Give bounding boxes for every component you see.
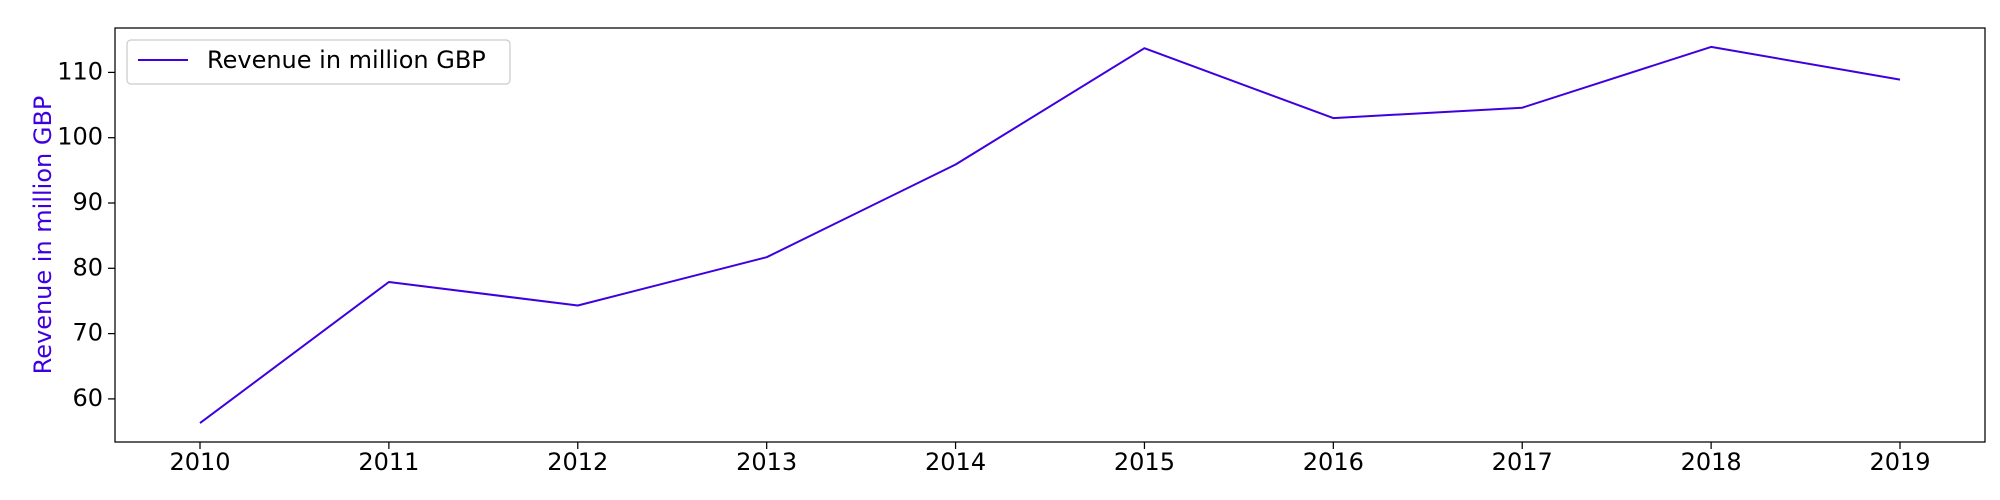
data-point: [1332, 117, 1335, 120]
data-point: [765, 256, 768, 259]
x-tick-label: 2011: [358, 448, 419, 476]
data-point: [199, 422, 202, 425]
data-point: [1710, 45, 1713, 48]
x-axis: 2010 2011 2012 2013 2014 2015 2016 2017 2018 2019: [169, 442, 1931, 476]
x-tick-label: 2019: [1869, 448, 1930, 476]
y-axis: 60 70 80 90 100 110: [57, 57, 115, 412]
data-point: [387, 281, 390, 284]
x-tick-label: 2014: [925, 448, 986, 476]
legend-box: [126, 39, 511, 85]
x-tick-label: 2016: [1303, 448, 1364, 476]
y-tick-label: 110: [57, 57, 103, 85]
data-point: [954, 163, 957, 166]
x-tick-label: 2018: [1681, 448, 1742, 476]
x-tick-label: 2015: [1114, 448, 1175, 476]
data-point: [576, 304, 579, 307]
y-tick-label: 80: [72, 253, 103, 281]
data-point: [1521, 106, 1524, 109]
x-tick-label: 2012: [547, 448, 608, 476]
series-line: [199, 45, 1901, 424]
plot-layer: [199, 45, 1902, 425]
data-point: [1143, 47, 1146, 50]
y-axis-label: Revenue in million GBP: [29, 96, 57, 375]
x-tick-label: 2017: [1492, 448, 1553, 476]
plot-frame: [114, 27, 1986, 443]
y-tick-label: 90: [72, 188, 103, 216]
legend-label: Revenue in million GBP: [207, 46, 486, 74]
legend: Revenue in million GBP: [126, 39, 511, 85]
y-tick-label: 100: [57, 123, 103, 151]
y-tick-label: 60: [72, 384, 103, 412]
y-tick-label: 70: [72, 319, 103, 347]
x-tick-label: 2013: [736, 448, 797, 476]
x-tick-label: 2010: [169, 448, 230, 476]
data-point: [1899, 78, 1902, 81]
